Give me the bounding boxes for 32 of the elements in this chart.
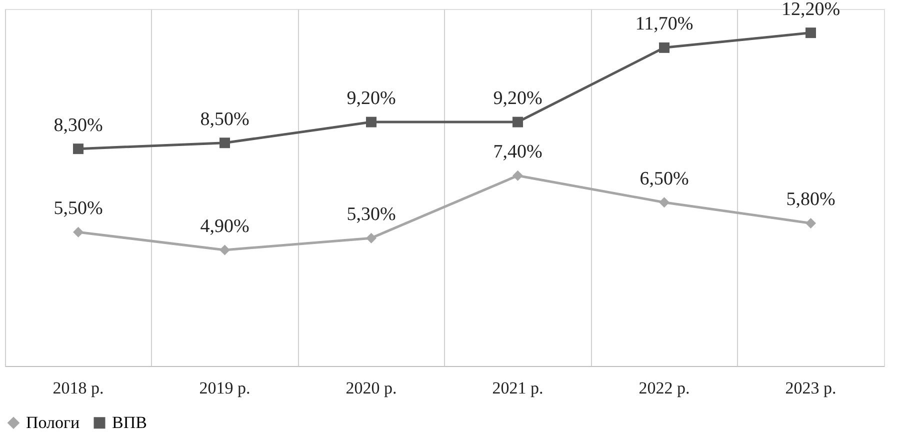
data-label: 12,20% <box>781 0 840 20</box>
x-tick-label: 2023 р. <box>785 378 836 398</box>
point <box>220 244 230 256</box>
data-label: 7,40% <box>493 142 542 163</box>
data-label: 6,50% <box>640 168 689 190</box>
point <box>73 226 84 238</box>
legend-label: ВПВ <box>112 412 147 432</box>
point <box>366 116 376 128</box>
data-label: 11,70% <box>635 14 694 35</box>
point <box>806 218 816 228</box>
point <box>659 42 670 53</box>
point <box>366 232 376 244</box>
point <box>512 116 523 128</box>
point <box>512 170 523 181</box>
x-tick-label: 2019 р. <box>199 378 250 398</box>
data-label: 8,50% <box>200 108 250 130</box>
data-label: 9,20% <box>346 88 396 110</box>
point <box>659 197 670 208</box>
legend-label: Пологи <box>26 412 80 432</box>
x-tick-label: 2018 р. <box>52 378 104 398</box>
data-label: 5,50% <box>54 198 103 220</box>
data-label: 5,30% <box>346 204 396 226</box>
x-tick-label: 2020 р. <box>346 378 397 398</box>
point <box>220 138 230 148</box>
x-tick-label: 2021 р. <box>492 378 544 398</box>
point <box>73 144 84 154</box>
x-tick-label: 2022 р. <box>638 378 690 398</box>
data-label: 4,90% <box>200 216 250 237</box>
point <box>806 28 816 38</box>
data-label: 9,20% <box>493 88 542 110</box>
data-label: 8,30% <box>54 114 103 136</box>
data-label: 5,80% <box>786 189 836 210</box>
